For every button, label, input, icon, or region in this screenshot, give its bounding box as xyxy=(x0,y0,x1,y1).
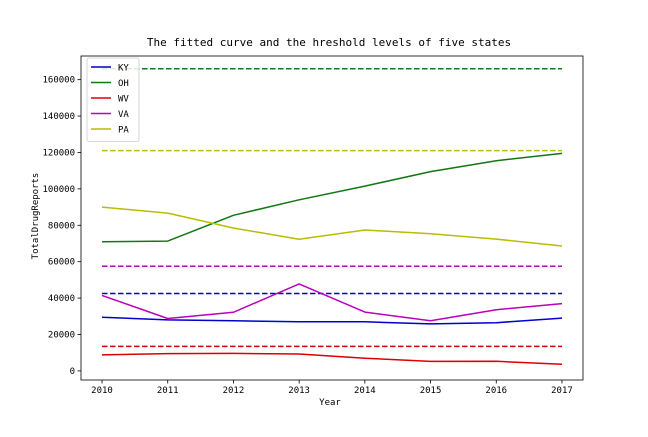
series-line-pa xyxy=(101,206,563,247)
legend-label-wv: WV xyxy=(118,95,129,105)
x-tick-label: 2010 xyxy=(91,386,113,396)
x-tick-label: 2017 xyxy=(551,386,573,396)
x-tick-label: 2011 xyxy=(157,386,179,396)
y-tick-label: 100000 xyxy=(42,185,75,195)
legend-label-oh: OH xyxy=(118,79,129,89)
y-tick-label: 160000 xyxy=(42,76,75,86)
y-tick-label: 20000 xyxy=(48,330,75,340)
y-tick-label: 40000 xyxy=(48,294,75,304)
y-tick-label: 140000 xyxy=(42,112,75,122)
y-tick-label: 80000 xyxy=(48,221,75,231)
x-tick-label: 2013 xyxy=(288,386,310,396)
chart-title: The fitted curve and the hreshold levels… xyxy=(147,36,511,49)
axes: 2010 2011 2012 2013 2014 2015 2016 2017 0 20000 40… xyxy=(42,55,584,396)
plot-area xyxy=(101,67,563,366)
legend: KY OH WV VA PA xyxy=(86,57,140,142)
x-axis-label: Year xyxy=(319,398,341,408)
x-tick-label: 2012 xyxy=(223,386,245,396)
x-tick-label: 2014 xyxy=(354,386,376,396)
y-axis-label: TotalDrugReports xyxy=(31,173,41,260)
legend-label-pa: PA xyxy=(118,126,129,136)
legend-label-va: VA xyxy=(118,110,129,120)
series-line-ky xyxy=(101,316,563,325)
legend-label-ky: KY xyxy=(118,64,129,74)
y-tick-label: 60000 xyxy=(48,258,75,268)
y-tick-label: 120000 xyxy=(42,148,75,158)
series-line-wv xyxy=(101,352,563,366)
x-tick-label: 2016 xyxy=(485,386,507,396)
y-tick-label: 0 xyxy=(70,367,75,377)
series-line-va xyxy=(101,283,563,322)
legend-box xyxy=(86,57,140,142)
series-line-oh xyxy=(101,152,563,243)
plot-frame xyxy=(80,55,584,381)
x-tick-label: 2015 xyxy=(420,386,442,396)
